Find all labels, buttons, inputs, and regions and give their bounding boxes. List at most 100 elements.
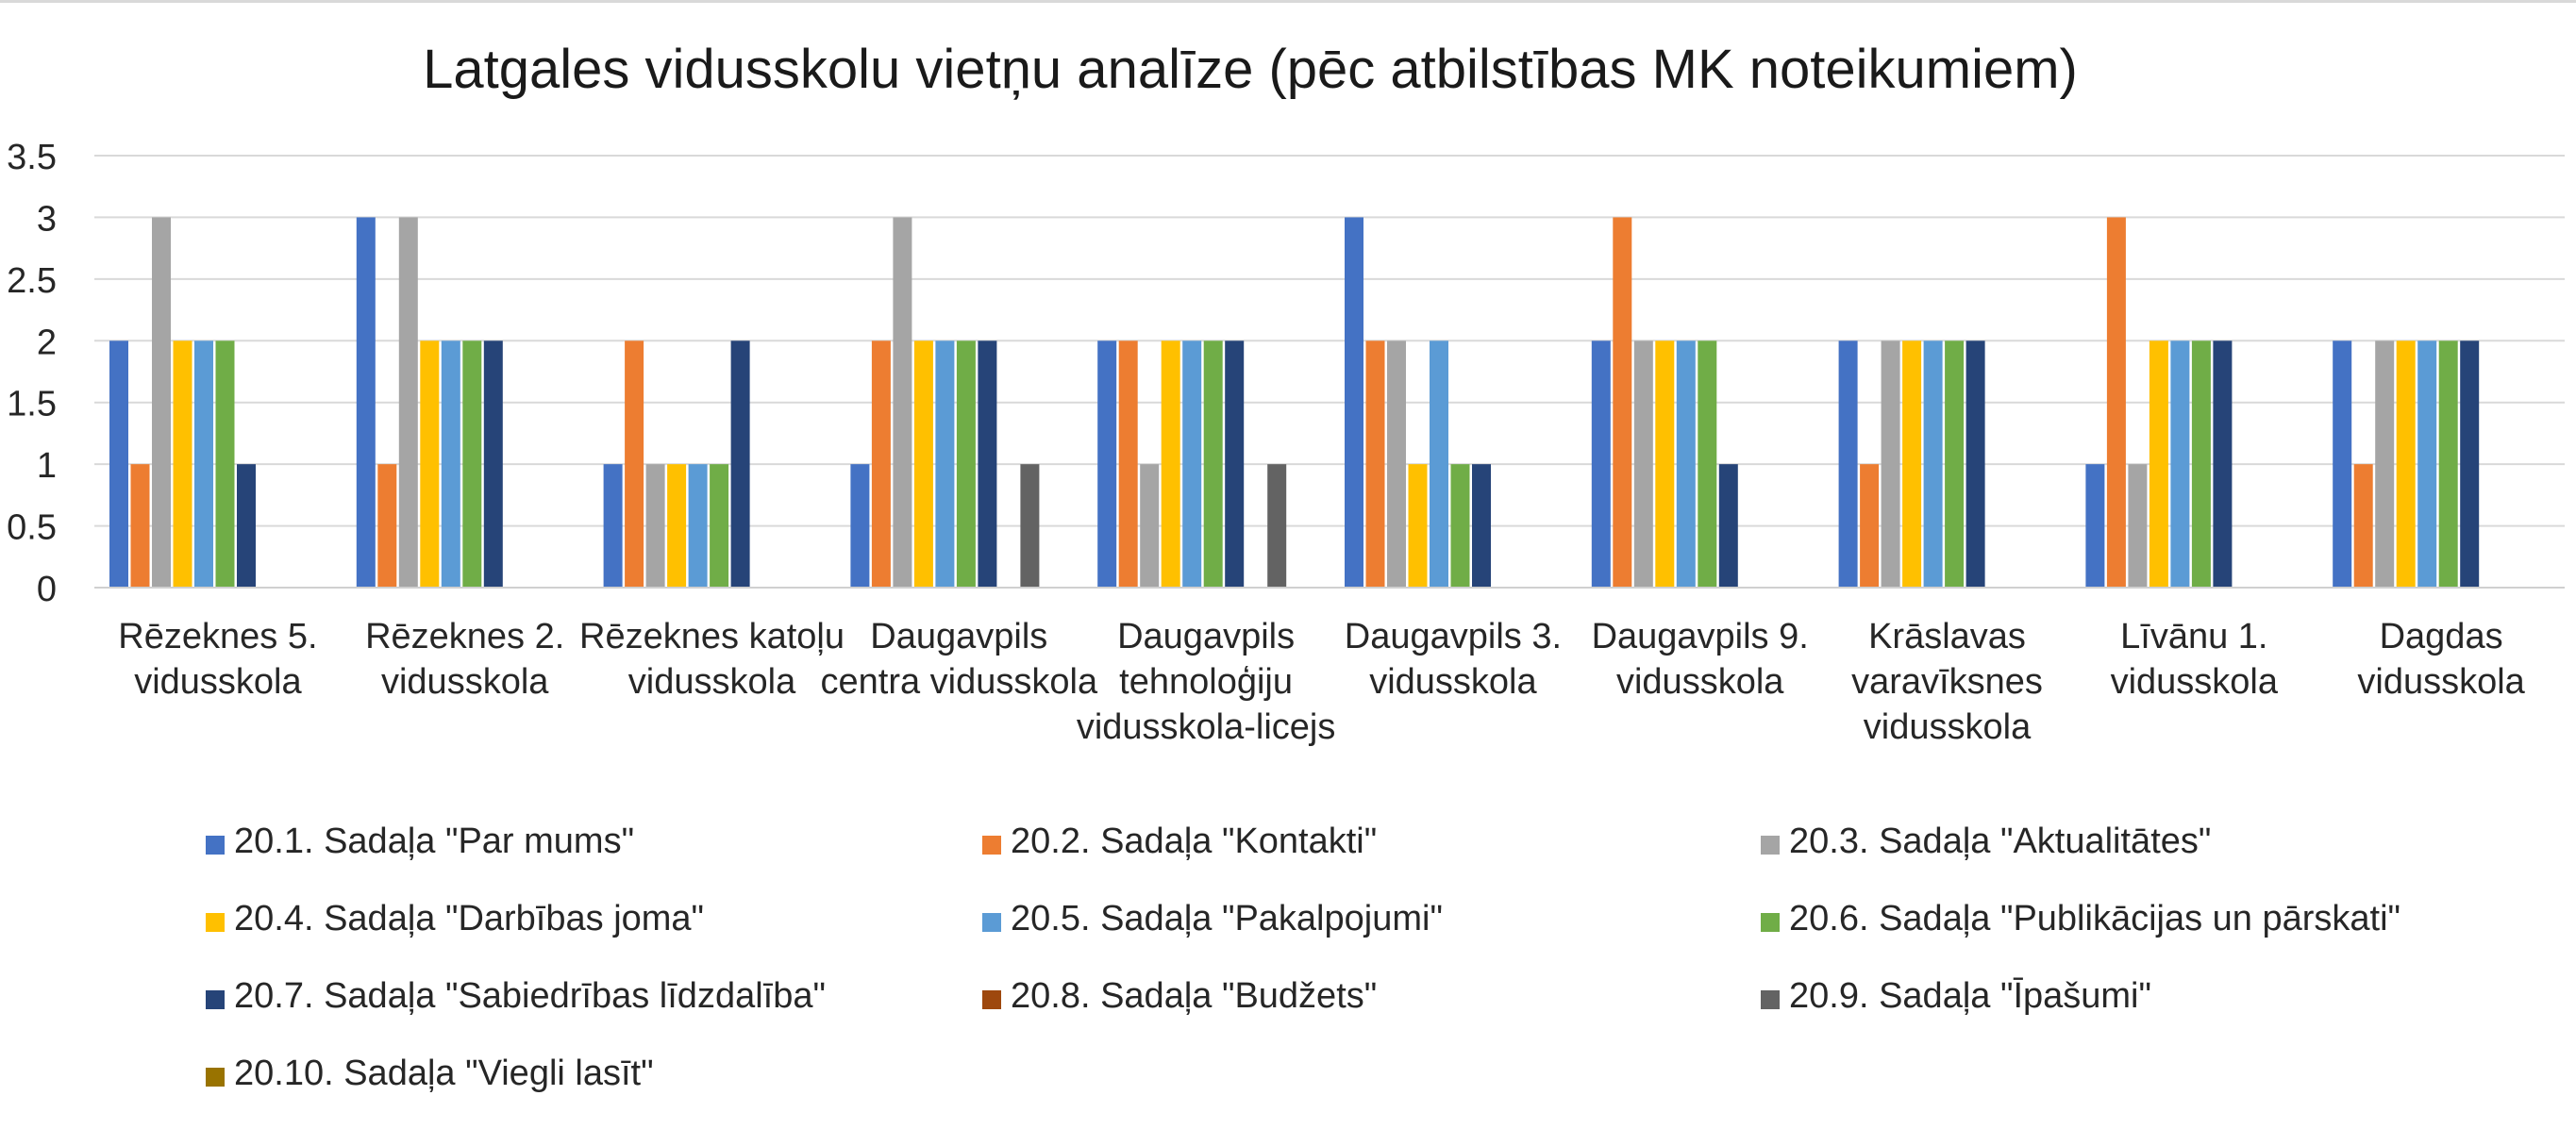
gridlines xyxy=(94,155,2565,527)
bar xyxy=(1408,464,1428,588)
bar xyxy=(2213,340,2233,588)
bar xyxy=(2149,340,2168,588)
legend-label: 20.4. Sadaļa "Darbības joma" xyxy=(234,899,704,938)
bar xyxy=(1472,464,1491,588)
bar xyxy=(1450,464,1470,588)
bar xyxy=(237,464,256,588)
bar xyxy=(1267,464,1287,588)
bar xyxy=(194,340,213,588)
bar xyxy=(1118,340,1138,588)
bar xyxy=(850,464,870,588)
bar xyxy=(420,340,440,588)
bar xyxy=(2106,217,2126,588)
legend-entry: 20.2. Sadaļa "Kontakti" xyxy=(982,822,1377,861)
bar xyxy=(1676,340,1696,588)
bar xyxy=(1965,340,1985,588)
bar xyxy=(730,340,750,588)
bar xyxy=(1923,340,1943,588)
bar xyxy=(2085,464,2105,588)
bar xyxy=(710,464,729,588)
bar xyxy=(1387,340,1406,588)
y-axis-tick-labels: 0 0.5 1 1.5 2 2.5 3 3.5 xyxy=(7,138,57,609)
bar xyxy=(1838,340,1858,588)
bar xyxy=(1225,340,1245,588)
bar xyxy=(215,340,235,588)
bar xyxy=(109,340,128,588)
bar xyxy=(645,464,665,588)
legend-label: 20.8. Sadaļa "Budžets" xyxy=(1011,976,1377,1016)
legend-label: 20.1. Sadaļa "Par mums" xyxy=(234,822,634,861)
legend-entry: 20.1. Sadaļa "Par mums" xyxy=(206,822,634,861)
bar xyxy=(1020,464,1040,588)
legend-swatch xyxy=(206,1068,225,1087)
legend-entry: 20.4. Sadaļa "Darbības joma" xyxy=(206,899,704,938)
legend-swatch xyxy=(982,836,1001,855)
legend-entry: 20.10. Sadaļa "Viegli lasīt" xyxy=(206,1054,654,1093)
bar xyxy=(2333,340,2352,588)
y-tick-label: 3.5 xyxy=(7,138,57,177)
bars xyxy=(109,217,2480,588)
bar xyxy=(152,217,171,588)
legend: 20.1. Sadaļa "Par mums" 20.2. Sadaļa "Kon… xyxy=(206,822,2400,1093)
bar xyxy=(2460,340,2480,588)
x-tick-label: Līvānu 1. vidusskola xyxy=(2111,617,2279,702)
bar xyxy=(871,340,891,588)
bar xyxy=(2353,464,2373,588)
bar xyxy=(1365,340,1385,588)
bar xyxy=(173,340,192,588)
legend-entry: 20.6. Sadaļa "Publikācijas un pārskati" xyxy=(1761,899,2400,938)
bar xyxy=(1655,340,1675,588)
x-tick-label: Daugavpils 9. vidusskola xyxy=(1592,617,1809,702)
bar xyxy=(2170,340,2190,588)
bar xyxy=(1633,340,1653,588)
bar xyxy=(978,340,997,588)
x-tick-label: Daugavpils tehnoloģiju vidusskola-licejs xyxy=(1077,617,1336,747)
legend-label: 20.6. Sadaļa "Publikācijas un pārskati" xyxy=(1789,899,2400,938)
x-tick-label: Rēzeknes katoļu vidusskola xyxy=(579,617,845,702)
y-tick-label: 2 xyxy=(37,323,57,362)
bar xyxy=(935,340,955,588)
bar xyxy=(1860,464,1880,588)
legend-entry: 20.9. Sadaļa "Īpašumi" xyxy=(1761,976,2151,1016)
legend-swatch xyxy=(1761,836,1780,855)
bar xyxy=(2191,340,2211,588)
bar xyxy=(2396,340,2416,588)
bar xyxy=(1203,340,1223,588)
legend-swatch xyxy=(1761,990,1780,1009)
bar xyxy=(667,464,687,588)
bar xyxy=(1902,340,1922,588)
bar xyxy=(483,340,503,588)
bar xyxy=(377,464,397,588)
bar xyxy=(603,464,623,588)
bar xyxy=(2438,340,2458,588)
legend-swatch xyxy=(206,990,225,1009)
bar xyxy=(2128,464,2148,588)
legend-entry: 20.8. Sadaļa "Budžets" xyxy=(982,976,1377,1016)
bar xyxy=(1182,340,1202,588)
legend-entry: 20.3. Sadaļa "Aktualitātes" xyxy=(1761,822,2211,861)
chart-title: Latgales vidusskolu vietņu analīze (pēc … xyxy=(423,39,2078,100)
legend-swatch xyxy=(982,990,1001,1009)
x-tick-label: Rēzeknes 2. vidusskola xyxy=(365,617,564,702)
bar xyxy=(1140,464,1160,588)
legend-swatch xyxy=(206,913,225,932)
y-tick-label: 3 xyxy=(37,199,57,239)
bar xyxy=(462,340,482,588)
bar xyxy=(1945,340,1965,588)
y-tick-label: 1 xyxy=(37,446,57,486)
legend-label: 20.9. Sadaļa "Īpašumi" xyxy=(1789,976,2151,1016)
bar xyxy=(2375,340,2395,588)
x-tick-label: Daugavpils 3. vidusskola xyxy=(1345,617,1562,702)
legend-entry: 20.5. Sadaļa "Pakalpojumi" xyxy=(982,899,1443,938)
bar xyxy=(1161,340,1180,588)
bar xyxy=(1591,340,1611,588)
x-axis-category-labels: Rēzeknes 5. vidusskola Rēzeknes 2. vidussko… xyxy=(118,617,2525,747)
x-tick-label: Dagdas vidusskola xyxy=(2357,617,2525,702)
y-tick-label: 1.5 xyxy=(7,385,57,424)
top-divider xyxy=(0,0,2576,3)
bar xyxy=(688,464,708,588)
bar xyxy=(1718,464,1738,588)
legend-entry: 20.7. Sadaļa "Sabiedrības līdzdalība" xyxy=(206,976,826,1016)
bar xyxy=(913,340,933,588)
